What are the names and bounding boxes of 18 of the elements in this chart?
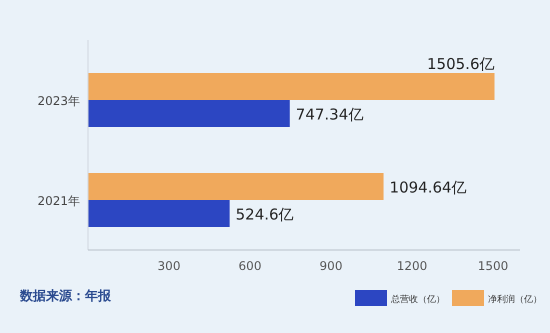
x-tick-label: 1500 <box>478 259 508 273</box>
bar <box>88 200 230 227</box>
x-tick-label: 300 <box>158 259 180 273</box>
bar <box>88 173 384 200</box>
data-label: 1094.64亿 <box>390 178 467 196</box>
x-tick-label: 1200 <box>396 259 428 273</box>
data-label: 1505.6亿 <box>427 55 495 73</box>
legend-label: 总营收（亿） <box>390 294 445 305</box>
y-tick-label: 2021年 <box>37 194 80 208</box>
x-tick-label: 600 <box>238 259 262 273</box>
data-label: 524.6亿 <box>236 206 294 224</box>
legend-label: 净利润（亿） <box>488 294 542 305</box>
x-tick-label: 900 <box>320 259 342 273</box>
bar <box>88 100 290 127</box>
data-label: 747.34亿 <box>296 106 364 124</box>
bar <box>88 73 495 100</box>
source-note: 数据来源：年报 <box>19 289 112 304</box>
y-tick-label: 2023年 <box>37 94 80 108</box>
